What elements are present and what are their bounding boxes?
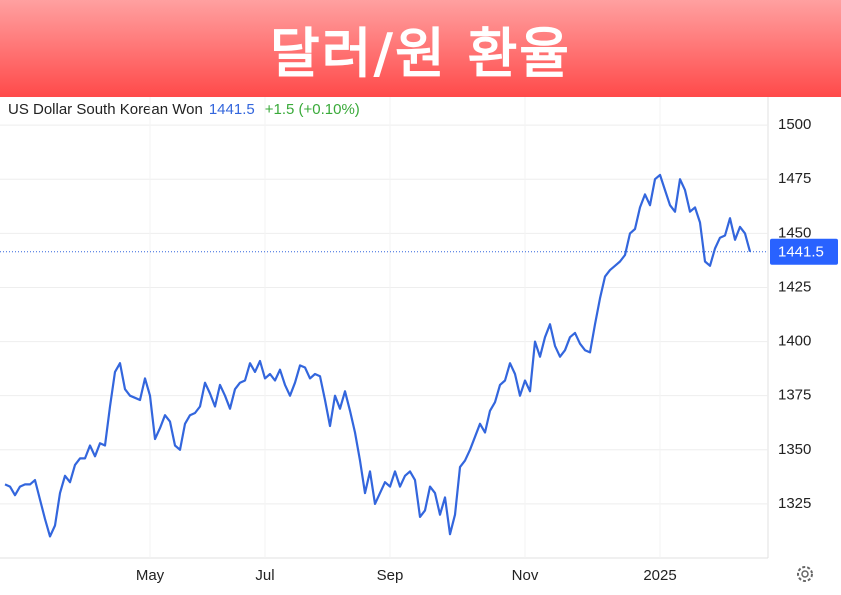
y-tick-label: 1400 <box>778 333 811 350</box>
change: +1.5 (+0.10%) <box>265 101 360 118</box>
gear <box>797 566 813 582</box>
y-tick-label: 1325 <box>778 495 811 512</box>
last-price-label: 1441.5 <box>778 244 824 261</box>
x-tick-label: Nov <box>512 567 539 584</box>
x-tick-label: Sep <box>377 567 404 584</box>
header: US Dollar South Korean Won 1441.5 +1.5 (+0… <box>8 101 360 118</box>
last-price-box <box>770 238 838 265</box>
banner: 달러/원 환율 <box>0 0 841 97</box>
x-tick-label: May <box>136 567 165 584</box>
y-tick-label: 1425 <box>778 278 811 295</box>
chart-title: 달러/원 환율 <box>270 22 571 85</box>
last-price: 1441.5 <box>209 101 255 118</box>
y-tick-label: 1500 <box>778 116 811 133</box>
price-line <box>4 173 752 538</box>
y-tick-label: 1350 <box>778 441 811 458</box>
gear-hub <box>801 570 809 578</box>
settings-icon[interactable] <box>797 566 813 582</box>
y-tick-label: 1375 <box>778 387 811 404</box>
x-tick-label: Jul <box>255 567 274 584</box>
y-tick-label: 1450 <box>778 224 811 241</box>
x-tick-label: 2025 <box>643 567 676 584</box>
y-tick-label: 1475 <box>778 170 811 187</box>
series-name: US Dollar South Korean Won <box>8 101 203 118</box>
